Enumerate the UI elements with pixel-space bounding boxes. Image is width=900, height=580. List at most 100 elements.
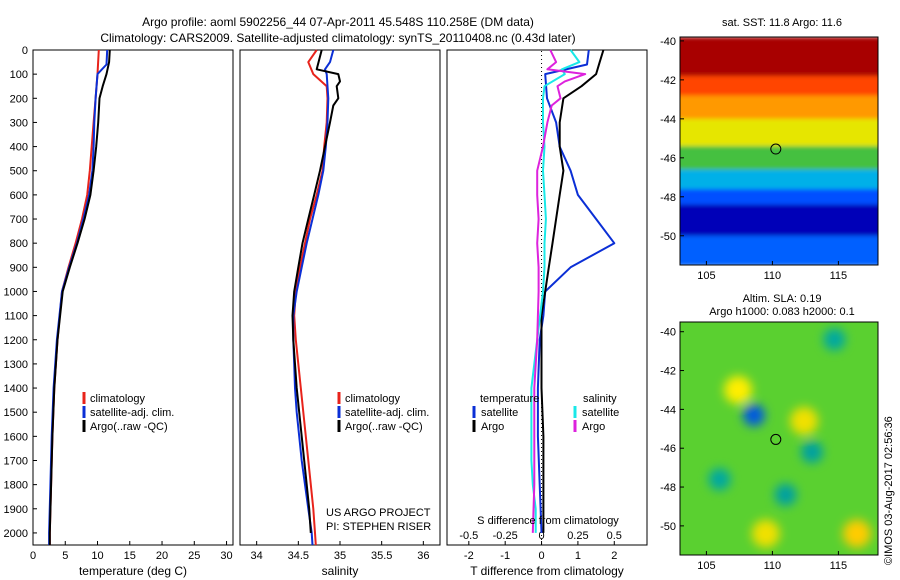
s-difference-axis: -0.5 -0.25 0 0.25 0.5 — [459, 530, 622, 542]
depth-axis: 0 100 200 300 400 500 600 700 800 900 1000 1100 1200… — [4, 45, 37, 540]
sla-map-title: Altim. SLA: 0.19 — [743, 293, 822, 305]
salinity-tick-label: 34.5 — [288, 550, 309, 562]
salinity-tick-label: 35 — [334, 550, 346, 562]
map-lat-label: -50 — [660, 521, 676, 533]
sla-map-frame — [679, 321, 879, 556]
s-difference-tick-label: 0.5 — [607, 530, 622, 542]
sla-map-subtitle: Argo h1000: 0.083 h2000: 0.1 — [709, 306, 855, 318]
salinity-axis: 34 34.5 35 35.5 36 — [251, 541, 429, 562]
map-lon-label: 105 — [697, 560, 715, 572]
figure-subtitle: Climatology: CARS2009. Satellite-adjuste… — [100, 31, 575, 45]
difference-line-1 — [540, 49, 605, 533]
map-lon-label: 115 — [830, 270, 848, 282]
salinity-panel: 34 34.5 35 35.5 36 salinity climatology sate… — [239, 49, 441, 578]
imos-stamp: ©IMOS 03-Aug-2017 02:56:36 — [883, 416, 895, 565]
map-lat-label: -42 — [660, 75, 676, 87]
sst-map-panel: sat. SST: 11.8 Argo: 11.6 105 110 115 -40 -4… — [660, 17, 879, 282]
temperature-plot-frame — [32, 49, 234, 546]
sla-field — [680, 322, 878, 555]
sla-eddy — [708, 468, 731, 491]
map-lon-label: 110 — [764, 270, 782, 282]
difference-line-2 — [530, 49, 581, 533]
sst-band — [680, 95, 878, 120]
legend-climatology-label: climatology — [90, 393, 146, 405]
s-difference-tick-label: -0.25 — [493, 530, 518, 542]
depth-tick-label: 200 — [10, 93, 28, 105]
legend-t-argo-label: Argo — [481, 421, 504, 433]
depth-tick-label: 2000 — [4, 528, 28, 540]
depth-tick-label: 1700 — [4, 455, 28, 467]
depth-tick-label: 0 — [22, 45, 28, 57]
temperature-line-2 — [48, 49, 111, 545]
depth-tick-label: 1400 — [4, 383, 28, 395]
legend-satellite-label: satellite-adj. clim. — [90, 407, 174, 419]
depth-tick-label: 800 — [10, 238, 28, 250]
sst-band — [680, 189, 878, 206]
salinity-line-1 — [292, 49, 335, 546]
t-difference-tick-label: 0 — [538, 550, 544, 562]
temperature-tick-label: 10 — [91, 550, 103, 562]
depth-tick-label: 1500 — [4, 407, 28, 419]
sst-band — [680, 75, 878, 97]
temperature-tick-label: 20 — [156, 550, 168, 562]
difference-legend: temperature salinity satellite Argo sate… — [472, 393, 619, 433]
map-lat-label: -50 — [660, 231, 676, 243]
difference-panel: -2 -1 0 1 2 -0.5 -0.25 0 0.25 0.5 T difference f… — [446, 49, 648, 578]
difference-line-0 — [536, 49, 616, 533]
temperature-tick-label: 5 — [62, 550, 68, 562]
salinity-tick-label: 34 — [251, 550, 263, 562]
sla-eddy — [823, 328, 846, 351]
map-lat-label: -46 — [660, 443, 676, 455]
difference-plot-frame — [446, 49, 648, 546]
depth-tick-label: 300 — [10, 117, 28, 129]
map-lat-label: -42 — [660, 366, 676, 378]
salinity-line-0 — [293, 49, 329, 546]
map-lat-label: -40 — [660, 327, 676, 339]
temperature-axis: 0 5 10 15 20 25 30 — [30, 541, 233, 562]
depth-tick-label: 1100 — [4, 311, 28, 323]
temperature-series — [48, 49, 111, 545]
temperature-legend: climatology satellite-adj. clim. Argo(..… — [82, 392, 174, 433]
map-lat-label: -44 — [660, 114, 676, 126]
temperature-tick-label: 0 — [30, 550, 36, 562]
s-difference-tick-label: 0 — [538, 530, 544, 542]
legend-argo-label: Argo(..raw -QC) — [90, 421, 168, 433]
sst-band — [680, 204, 878, 237]
depth-tick-label: 1600 — [4, 431, 28, 443]
depth-tick-label: 600 — [10, 190, 28, 202]
salinity-series — [291, 49, 341, 546]
sla-map-axes: 105 110 115 -40 -42 -44 -46 -48 -50 — [660, 327, 847, 572]
depth-tick-label: 900 — [10, 262, 28, 274]
map-lon-label: 115 — [830, 560, 848, 572]
legend-argo-label: Argo(..raw -QC) — [345, 421, 423, 433]
depth-tick-label: 1000 — [4, 286, 28, 298]
map-lon-label: 110 — [764, 560, 782, 572]
sla-eddy — [724, 375, 753, 404]
credit-pi: PI: STEPHEN RISER — [326, 521, 431, 533]
sla-eddy — [801, 441, 823, 464]
credit-project: US ARGO PROJECT — [326, 507, 431, 519]
map-lat-label: -40 — [660, 36, 676, 48]
legend-climatology-label: climatology — [345, 393, 401, 405]
s-difference-xlabel: S difference from climatology — [477, 515, 619, 527]
temperature-panel: 0100200300400500600700800900100011001200… — [4, 45, 234, 578]
depth-tick-label: 100 — [10, 69, 28, 81]
map-lat-label: -46 — [660, 153, 676, 165]
sla-eddies — [708, 328, 871, 548]
temperature-tick-label: 25 — [188, 550, 200, 562]
depth-tick-label: 700 — [10, 214, 28, 226]
sst-band — [680, 37, 878, 77]
sla-argo-marker — [770, 433, 782, 445]
sst-map-frame — [679, 36, 879, 266]
sst-map-title: sat. SST: 11.8 Argo: 11.6 — [722, 17, 842, 29]
difference-series — [530, 49, 616, 533]
temperature-xlabel: temperature (deg C) — [79, 564, 187, 578]
depth-tick-label: 1800 — [4, 480, 28, 492]
depth-tick-label: 1900 — [4, 504, 28, 516]
temperature-line-0 — [48, 49, 100, 545]
salinity-line-2 — [291, 49, 341, 533]
depth-tick-label: 1300 — [4, 359, 28, 371]
t-difference-tick-label: 2 — [611, 550, 617, 562]
map-lon-label: 105 — [697, 270, 715, 282]
